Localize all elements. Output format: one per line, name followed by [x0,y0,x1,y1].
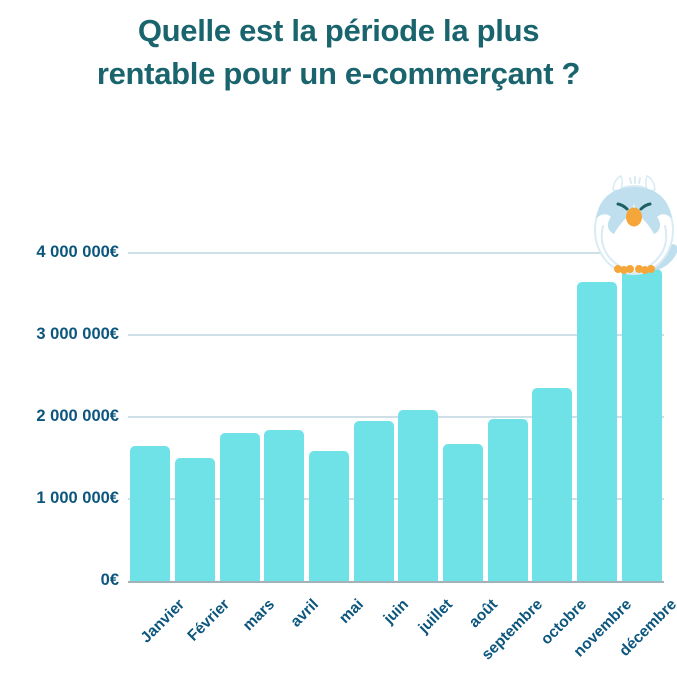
gridline-3000000 [128,334,664,336]
page-title: Quelle est la période la plus rentable p… [0,9,677,95]
owl-ear-tuft-right [644,175,656,192]
bar-septembre [487,418,528,581]
owl-feet [614,265,655,274]
owl-ear-tuft-left [612,175,624,192]
page-title-line1: Quelle est la période la plus [137,13,540,48]
owl-beak [626,207,642,227]
owl-eye-left [616,202,629,211]
owl-wings-icon [596,187,672,234]
owl-wing-outline-left [600,225,620,267]
bar-avril [264,430,305,581]
y-axis-label-3000000: 3 000 000€ [36,324,119,343]
y-axis-label-2000000: 2 000 000€ [36,406,119,425]
bar-août [443,444,483,581]
bar-novembre [577,281,617,581]
gridline-4000000 [128,252,664,254]
bar-janvier [130,445,171,581]
bar-mars [219,433,260,581]
y-axis-label-4000000: 4 000 000€ [36,242,119,261]
bar-mai [309,450,349,581]
owl-wing-outline-right [648,225,668,267]
page-title-line2: rentable pour un e-commerçant ? [96,56,581,91]
gridline-1000000 [128,498,664,500]
bar-juillet [398,409,439,581]
x-axis-line [128,581,664,583]
bar-octobre [532,388,573,581]
owl-eye-right [639,202,652,211]
bar-février [175,458,215,581]
bar-décembre [621,268,662,581]
y-axis-label-0: 0€ [100,570,119,589]
owl-mascot [594,175,677,275]
x-axis-label-janvier: Janvier [137,596,189,647]
y-axis-label-1000000: 1 000 000€ [36,488,119,507]
bar-juin [353,421,394,581]
owl-head-fluff [629,176,641,184]
gridline-2000000 [128,416,664,418]
